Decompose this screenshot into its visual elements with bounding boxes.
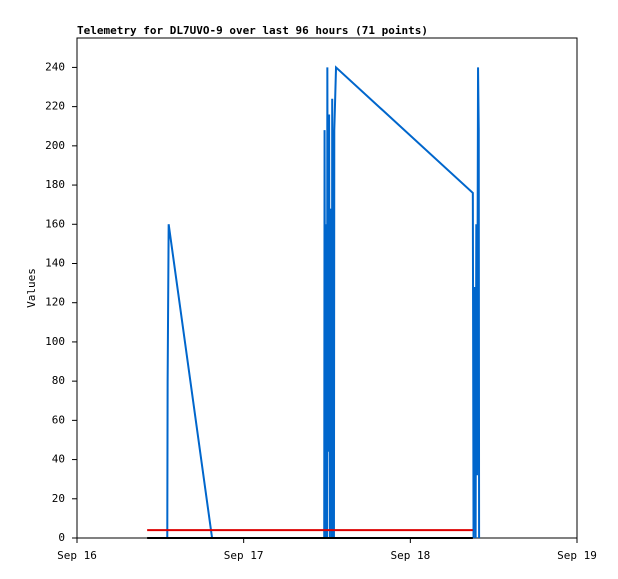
y-axis-label: Values	[25, 268, 38, 308]
data-line	[166, 65, 481, 539]
y-tick-label: 240	[45, 60, 65, 73]
y-tick-label: 100	[45, 335, 65, 348]
y-tick-label: 0	[58, 531, 65, 544]
x-tick-label: Sep 18	[390, 549, 430, 562]
y-tick-label: 200	[45, 139, 65, 152]
y-tick-label: 20	[52, 492, 65, 505]
x-tick-label: Sep 19	[557, 549, 597, 562]
y-tick-label: 40	[52, 453, 65, 466]
y-tick-label: 220	[45, 100, 65, 113]
y-tick-label: 160	[45, 217, 65, 230]
x-tick-label: Sep 16	[57, 549, 97, 562]
y-tick-label: 120	[45, 296, 65, 309]
y-tick-label: 60	[52, 413, 65, 426]
x-tick-label: Sep 17	[224, 549, 264, 562]
chart-title: Telemetry for DL7UVO-9 over last 96 hour…	[77, 24, 428, 37]
y-tick-label: 80	[52, 374, 65, 387]
y-tick-label: 180	[45, 178, 65, 191]
y-tick-label: 140	[45, 256, 65, 269]
